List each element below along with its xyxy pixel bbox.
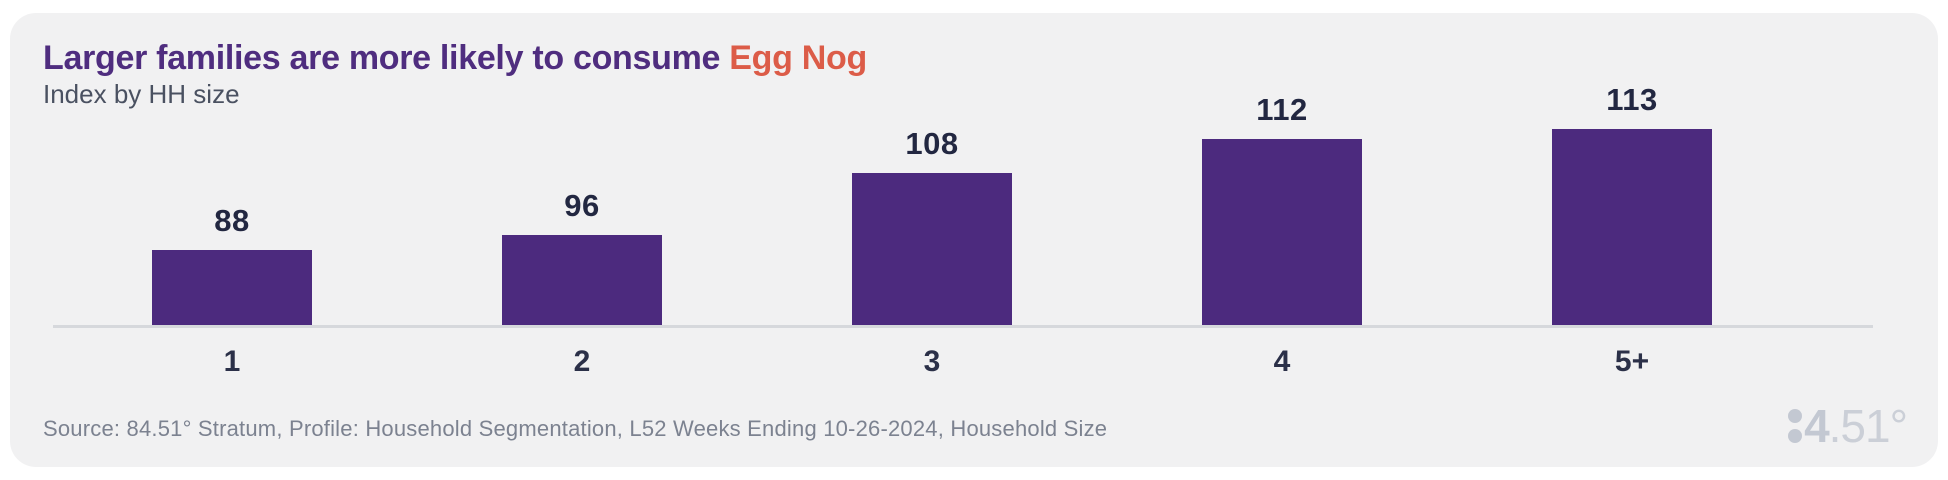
x-axis-labels: 1 2 3 4 5+ [57,347,1807,377]
chart-title-main: Larger families are more likely to consu… [43,39,730,77]
bar-value-label: 112 [1256,92,1308,127]
logo-dot-icon [1788,409,1803,423]
chart-subtitle: Index by HH size [43,79,240,109]
bar [502,235,662,325]
logo-dot-icon [1788,429,1803,443]
bar-column: 108 [757,126,1107,325]
x-axis-category-label: 1 [223,345,241,378]
bar-value-label: 108 [905,126,959,161]
chart-header: Larger families are more likely to consu… [43,38,867,108]
x-axis-line [53,325,1873,328]
8451-logo: 4 .51° [1788,400,1908,452]
8451-logo-eight-icon [1788,409,1803,443]
chart-title-highlight: Egg Nog [729,39,867,77]
8451-logo-rest: .51° [1828,400,1908,452]
x-axis-category-label: 2 [573,345,591,378]
bar-value-label: 88 [214,203,250,238]
x-axis-category-label: 3 [923,345,941,378]
bar-value-label: 113 [1606,82,1658,117]
bar [152,250,312,325]
bar [1202,139,1362,325]
bar-column: 113 [1457,82,1807,325]
x-axis-category-label: 5+ [1614,345,1650,378]
source-note: Source: 84.51° Stratum, Profile: Househo… [43,416,1108,441]
bar-column: 88 [57,203,407,325]
8451-logo-four: 4 [1804,400,1830,452]
bar-column: 96 [407,188,757,325]
bar-value-label: 96 [564,188,600,223]
bar-column: 112 [1107,92,1457,325]
x-axis-category-label: 4 [1273,345,1291,378]
bar-plot: 88 96 108 112 113 [57,13,1807,325]
chart-title: Larger families are more likely to consu… [43,38,867,78]
bar [1552,129,1712,325]
bar [852,173,1012,325]
chart-card: Larger families are more likely to consu… [10,13,1938,467]
